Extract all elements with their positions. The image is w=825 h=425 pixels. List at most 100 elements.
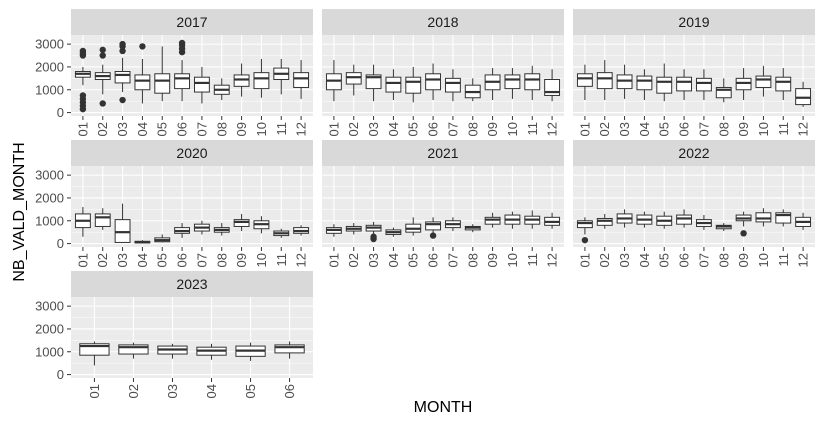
box-iqr xyxy=(775,212,792,224)
box-2018-10 xyxy=(504,68,521,99)
x-tick-label: 11 xyxy=(525,122,540,136)
x-tick-label: 05 xyxy=(155,253,170,267)
box-iqr xyxy=(253,72,270,90)
box-2017-09 xyxy=(233,63,250,97)
x-tick-label: 07 xyxy=(445,253,460,267)
box-2019-01 xyxy=(576,64,593,101)
x-tick-label: 01 xyxy=(326,122,341,136)
x-tick-label: 08 xyxy=(716,253,731,267)
facet-strip-label: 2021 xyxy=(427,145,458,161)
outlier-point xyxy=(79,47,87,55)
y-tick-label: 3000 xyxy=(35,168,64,183)
box-2017-02 xyxy=(94,46,111,107)
box-iqr xyxy=(293,72,310,88)
box-2023-04 xyxy=(196,343,227,360)
box-2017-08 xyxy=(213,78,230,101)
y-tick-label: 1000 xyxy=(35,344,64,359)
box-2019-05 xyxy=(656,63,673,102)
x-tick-label: 11 xyxy=(274,253,289,267)
x-tick-label: 08 xyxy=(465,122,480,136)
box-2022-01 xyxy=(576,217,593,244)
box-iqr xyxy=(444,77,461,93)
x-tick-label: 05 xyxy=(243,384,258,398)
facet-strip-label: 2023 xyxy=(176,276,207,292)
y-tick-label: 2000 xyxy=(35,190,64,205)
box-iqr xyxy=(114,71,131,84)
x-tick-label: 10 xyxy=(756,122,771,136)
box-2019-12 xyxy=(795,81,812,107)
box-2020-05 xyxy=(154,234,171,243)
box-2017-06 xyxy=(174,39,191,102)
box-2019-10 xyxy=(755,65,772,97)
box-iqr xyxy=(325,73,342,91)
box-2021-04 xyxy=(385,227,402,237)
box-2022-07 xyxy=(695,215,712,230)
box-2020-01 xyxy=(74,207,91,237)
x-tick-label: 05 xyxy=(406,122,421,136)
x-tick-label: 01 xyxy=(75,122,90,136)
box-iqr xyxy=(755,75,772,88)
x-tick-label: 06 xyxy=(175,253,190,267)
x-tick-label: 03 xyxy=(115,253,130,267)
box-2020-03 xyxy=(114,203,131,243)
x-tick-label: 11 xyxy=(776,122,791,136)
box-2018-12 xyxy=(544,69,561,102)
facet-panel-2021: 2021 01 02 03 04 05 06 07 08 09 10 11 12 xyxy=(322,140,564,267)
box-iqr xyxy=(576,220,593,229)
box-2017-04 xyxy=(134,43,151,104)
panel-background xyxy=(71,35,313,116)
x-tick-label: 04 xyxy=(637,253,652,267)
box-iqr xyxy=(79,343,110,356)
outlier-point xyxy=(119,47,126,55)
panel-background xyxy=(71,166,313,247)
x-tick-label: 09 xyxy=(485,122,500,136)
box-iqr xyxy=(676,214,693,225)
box-2021-11 xyxy=(524,210,541,229)
x-tick-label: 02 xyxy=(597,253,612,267)
x-tick-label: 06 xyxy=(282,384,297,398)
box-2019-04 xyxy=(636,69,653,101)
facet-strip-label: 2020 xyxy=(176,145,207,161)
facet-strip xyxy=(573,140,815,166)
box-2019-02 xyxy=(596,60,613,101)
x-tick-label: 08 xyxy=(716,122,731,136)
box-iqr xyxy=(596,217,613,226)
box-iqr xyxy=(385,76,402,93)
x-tick-label: 11 xyxy=(776,253,791,267)
box-iqr xyxy=(775,76,792,92)
box-2018-07 xyxy=(444,69,461,102)
x-tick-label: 02 xyxy=(126,384,141,398)
outlier-point xyxy=(99,46,106,54)
box-2019-11 xyxy=(775,68,792,101)
box-iqr xyxy=(715,86,732,99)
x-tick-label: 03 xyxy=(115,122,130,136)
box-2021-06 xyxy=(425,217,442,239)
x-tick-label: 06 xyxy=(175,122,190,136)
x-tick-label: 07 xyxy=(194,253,209,267)
x-tick-label: 03 xyxy=(366,253,381,267)
box-2020-04 xyxy=(134,240,151,244)
box-iqr xyxy=(735,77,752,91)
outlier-point xyxy=(119,40,126,48)
box-2021-01 xyxy=(325,224,342,237)
x-tick-label: 09 xyxy=(234,122,249,136)
x-tick-label: 04 xyxy=(135,122,150,136)
x-tick-label: 05 xyxy=(155,122,170,136)
y-tick-label: 1000 xyxy=(35,213,64,228)
box-iqr xyxy=(114,219,131,243)
x-tick-label: 02 xyxy=(597,122,612,136)
outlier-point xyxy=(740,230,747,237)
x-tick-label: 03 xyxy=(165,384,180,398)
box-2020-10 xyxy=(253,216,270,234)
x-tick-label: 04 xyxy=(637,122,652,136)
box-2017-01 xyxy=(74,47,91,113)
x-tick-label: 12 xyxy=(796,122,811,136)
x-tick-label: 07 xyxy=(445,122,460,136)
box-2018-03 xyxy=(365,64,382,102)
box-2022-10 xyxy=(755,208,772,227)
y-tick-label: 0 xyxy=(57,236,64,251)
box-iqr xyxy=(636,75,653,91)
box-2022-02 xyxy=(596,213,613,229)
x-tick-label: 08 xyxy=(214,122,229,136)
box-2020-08 xyxy=(213,223,230,236)
